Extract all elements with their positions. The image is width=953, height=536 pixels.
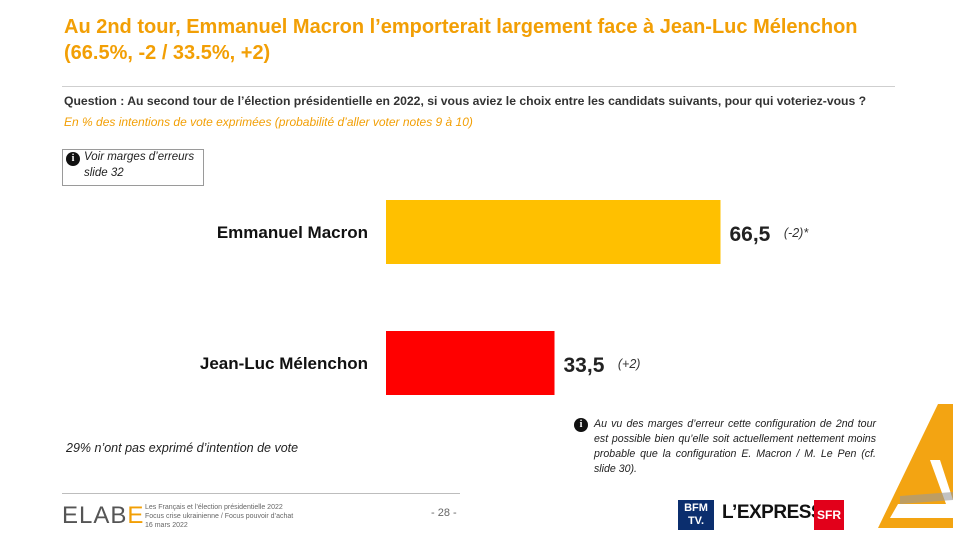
bfmtv-logo: BFM TV. — [678, 500, 714, 530]
elabe-logo-text: ELAB — [62, 502, 128, 529]
bar-0 — [386, 200, 721, 264]
category-label: Emmanuel Macron — [217, 223, 368, 242]
source-line-1: Les Français et l’élection présidentiell… — [145, 504, 283, 511]
lexpress-logo: L’EXPRESS — [722, 502, 824, 523]
margin-note-line1: Voir marges d’erreurs — [84, 151, 195, 163]
info-icon: i — [66, 152, 80, 166]
bar-1 — [386, 331, 555, 395]
source-line-3: 16 mars 2022 — [145, 522, 188, 529]
change-label: (+2) — [618, 357, 641, 371]
elabe-logo-accent: E — [127, 502, 145, 529]
question-text: Question : Au second tour de l’élection … — [64, 94, 867, 108]
footer-divider — [62, 493, 460, 494]
page-title: Au 2nd tour, Emmanuel Macron l’emportera… — [64, 16, 858, 64]
elabe-decorative-triangle — [878, 404, 953, 528]
abstention-note: 29% n’ont pas exprimé d’intention de vot… — [66, 441, 299, 455]
category-label: Jean-Luc Mélenchon — [200, 354, 368, 373]
sfr-logo: SFR — [814, 500, 844, 530]
info-icon: i — [574, 418, 588, 432]
change-label: (-2)* — [784, 226, 809, 240]
source-line-2: Focus crise ukrainienne / Focus pouvoir … — [145, 513, 294, 520]
configuration-note: Au vu des marges d’erreur cette configur… — [594, 418, 876, 475]
value-label: 33,5 — [564, 354, 605, 377]
elabe-logo: ELABE — [62, 502, 144, 530]
value-label: 66,5 — [729, 223, 770, 246]
margin-note-box — [62, 149, 204, 186]
title-divider — [62, 86, 895, 87]
margin-note-line2: slide 32 — [84, 167, 124, 179]
question-subtitle: En % des intentions de vote exprimées (p… — [64, 115, 473, 129]
page-number: - 28 - — [431, 507, 457, 519]
